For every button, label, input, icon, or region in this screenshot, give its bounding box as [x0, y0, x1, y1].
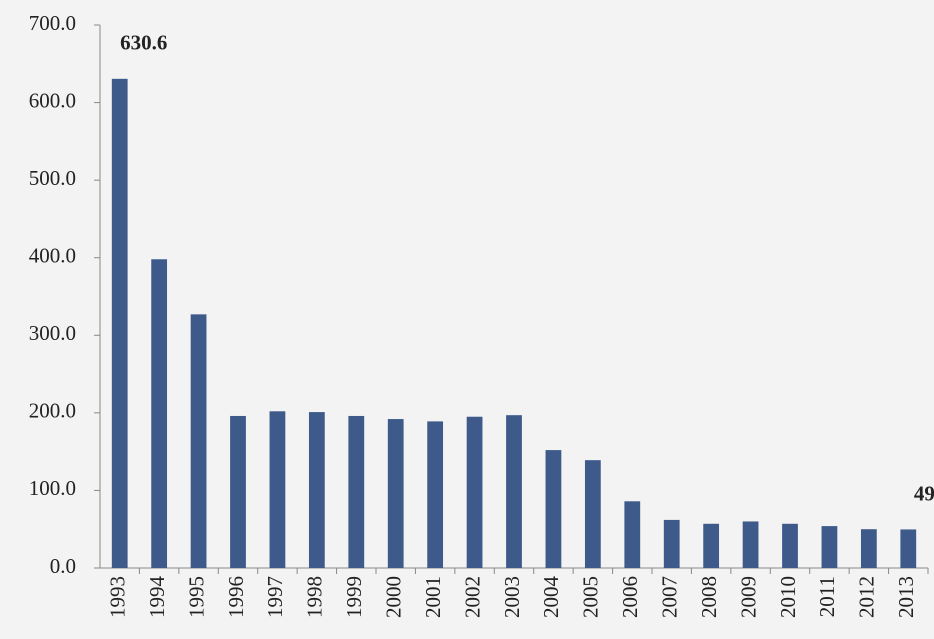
bar [821, 526, 838, 568]
bar [900, 529, 917, 568]
bar [190, 314, 207, 568]
bar [782, 523, 798, 568]
bar [269, 411, 286, 568]
bar [506, 415, 522, 568]
bar [860, 529, 877, 568]
x-tick-label: 1993 [106, 576, 130, 618]
y-tick-label: 300.0 [29, 321, 76, 345]
x-tick-label: 1996 [224, 576, 248, 618]
x-tick-label: 2013 [894, 576, 918, 618]
bar [466, 416, 483, 568]
x-tick-label: 1997 [263, 576, 287, 618]
bar [742, 521, 759, 568]
bar [230, 415, 246, 568]
bar [545, 450, 562, 568]
bar [703, 523, 720, 568]
y-tick-label: 600.0 [29, 88, 76, 112]
y-tick-label: 200.0 [29, 399, 76, 423]
x-tick-label: 2011 [815, 576, 839, 617]
bar [308, 412, 325, 568]
bar [151, 259, 168, 568]
y-tick-label: 400.0 [29, 244, 76, 268]
x-tick-label: 2005 [579, 576, 603, 618]
x-tick-label: 2010 [776, 576, 800, 618]
x-tick-label: 2007 [658, 576, 682, 618]
x-tick-label: 1998 [303, 576, 327, 618]
x-tick-label: 1999 [342, 576, 366, 618]
bar [663, 519, 680, 568]
bar [624, 501, 641, 568]
y-tick-label: 700.0 [29, 11, 76, 35]
bar [387, 419, 404, 568]
x-tick-label: 2012 [855, 576, 879, 618]
x-tick-label: 2002 [460, 576, 484, 618]
y-tick-label: 100.0 [29, 476, 76, 500]
x-tick-label: 1995 [184, 576, 208, 618]
y-tick-label: 0.0 [50, 554, 76, 578]
x-tick-label: 2000 [382, 576, 406, 618]
bar [348, 415, 365, 568]
y-tick-label: 500.0 [29, 166, 76, 190]
bar [584, 460, 601, 568]
x-tick-label: 2008 [697, 576, 721, 618]
data-label: 630.6 [120, 31, 167, 55]
x-tick-label: 2003 [500, 576, 524, 618]
x-tick-label: 2006 [618, 576, 642, 618]
bar [111, 78, 128, 569]
x-tick-label: 1994 [145, 576, 169, 619]
bar [427, 421, 444, 568]
x-tick-label: 2001 [421, 576, 445, 618]
x-tick-label: 2004 [539, 576, 563, 619]
data-label: 49.7 [914, 481, 934, 505]
x-tick-label: 2009 [736, 576, 760, 618]
